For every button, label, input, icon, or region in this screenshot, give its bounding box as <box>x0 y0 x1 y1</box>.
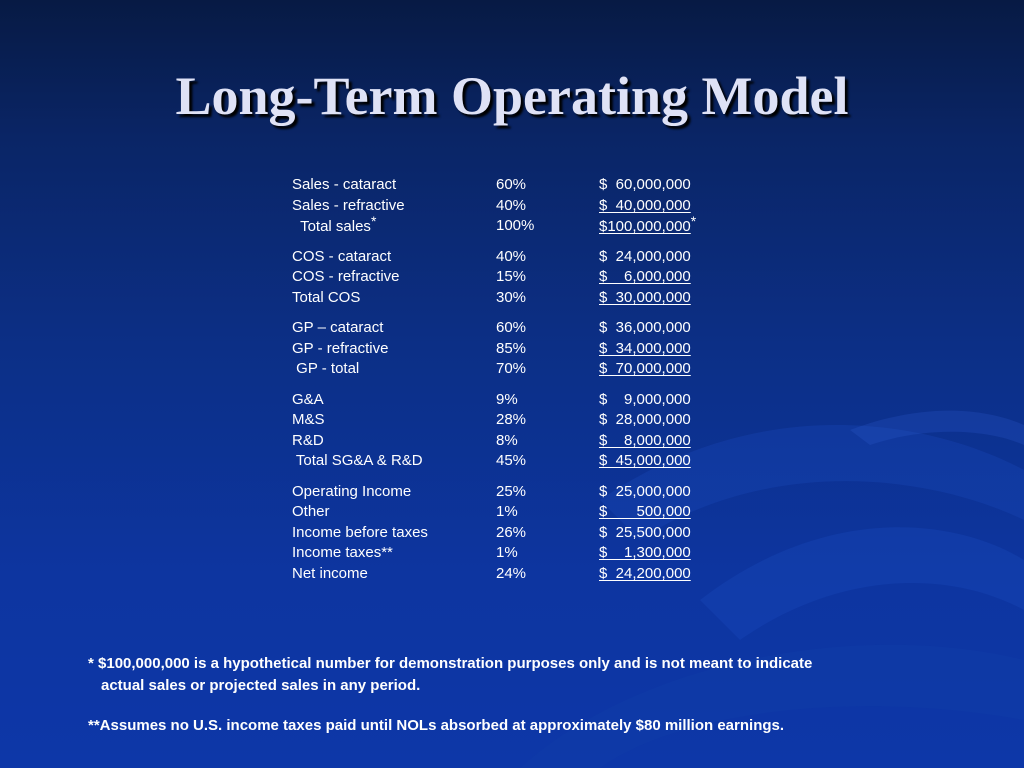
table-row: Sales - refractive 40% $ 40,000,000 <box>292 196 691 217</box>
slide-title: Long-Term Operating Model <box>175 66 849 126</box>
row-amount: $ 25,000,000 <box>599 482 691 500</box>
row-label: COS - refractive <box>292 268 400 285</box>
row-label: R&D <box>292 431 324 449</box>
table-row: Total sales* 100% $100,000,000* <box>292 213 696 237</box>
sga-rd-group: G&A 9% $ 9,000,000 M&S 28% $ 28,000,000 … <box>292 390 691 472</box>
footnote-income-taxes: **Assumes no U.S. income taxes paid unti… <box>88 717 785 734</box>
footnote-line: actual sales or projected sales in any p… <box>101 676 421 694</box>
row-amount: $ 28,000,000 <box>599 411 691 428</box>
table-row: Total SG&A & R&D 45% $ 45,000,000 <box>292 451 691 472</box>
row-label: GP - refractive <box>292 339 389 357</box>
row-percent: 40% <box>496 196 527 214</box>
row-percent: 1% <box>496 503 518 520</box>
row-amount: $ 8,000,000 <box>599 431 691 449</box>
row-label: M&S <box>292 411 325 428</box>
row-percent: 70% <box>496 360 527 377</box>
row-label: Operating Income <box>292 482 412 500</box>
row-amount: $ 500,000 <box>599 503 691 520</box>
table-row: GP - refractive 85% $ 34,000,000 <box>292 339 691 360</box>
row-amount: $ 9,000,000 <box>599 390 691 408</box>
row-label-wrap: Total sales* <box>292 213 377 238</box>
row-percent: 40% <box>496 247 527 265</box>
footnote-marker: * <box>370 213 377 229</box>
row-amount: $ 30,000,000 <box>599 288 691 306</box>
table-row: Net income 24% $ 24,200,000 <box>292 564 691 585</box>
operating-model-table: Sales - cataract 60% $ 60,000,000 Sales … <box>292 175 696 594</box>
row-amount: $ 1,300,000 <box>599 544 691 561</box>
row-percent: 28% <box>496 411 527 428</box>
table-row: GP - total 70% $ 70,000,000 <box>292 359 691 380</box>
row-percent: 60% <box>496 319 527 336</box>
row-percent: 15% <box>496 268 527 285</box>
row-percent: 8% <box>496 431 518 449</box>
row-amount: $ 6,000,000 <box>599 268 691 285</box>
row-label: Income taxes** <box>292 544 393 561</box>
row-label: Total sales <box>292 218 371 235</box>
gross-profit-group: GP – cataract 60% $ 36,000,000 GP - refr… <box>292 318 691 380</box>
row-percent: 60% <box>496 176 527 193</box>
row-amount: $ 24,200,000 <box>599 564 691 582</box>
row-percent: 26% <box>496 523 527 541</box>
row-label: Net income <box>292 564 368 582</box>
row-percent: 9% <box>496 390 518 408</box>
row-amount: $ 45,000,000 <box>599 452 691 469</box>
table-row: COS - refractive 15% $ 6,000,000 <box>292 267 691 288</box>
row-label: G&A <box>292 390 324 408</box>
row-amount: $ 25,500,000 <box>599 523 691 541</box>
table-row: R&D 8% $ 8,000,000 <box>292 431 691 452</box>
table-row: Total COS 30% $ 30,000,000 <box>292 288 691 309</box>
table-row: Income taxes** 1% $ 1,300,000 <box>292 543 691 564</box>
row-label: COS - cataract <box>292 247 392 265</box>
row-amount: $ 40,000,000 <box>599 196 691 214</box>
row-amount: $100,000,000 <box>599 218 691 235</box>
cos-group: COS - cataract 40% $ 24,000,000 COS - re… <box>292 247 691 309</box>
table-row: GP – cataract 60% $ 36,000,000 <box>292 318 691 339</box>
table-row: COS - cataract 40% $ 24,000,000 <box>292 247 691 268</box>
footnote-hypothetical-sales: * $100,000,000 is a hypothetical number … <box>88 653 812 696</box>
table-row: G&A 9% $ 9,000,000 <box>292 390 691 411</box>
row-amount: $ 34,000,000 <box>599 339 691 357</box>
row-amount: $ 36,000,000 <box>599 319 691 336</box>
income-group: Operating Income 25% $ 25,000,000 Other … <box>292 482 691 585</box>
row-label: Other <box>292 503 330 520</box>
row-label: GP – cataract <box>292 319 384 336</box>
row-amount: $ 24,000,000 <box>599 247 691 265</box>
row-amount-wrap: $100,000,000* <box>599 213 697 238</box>
table-row: Income before taxes 26% $ 25,500,000 <box>292 523 691 544</box>
table-row: Operating Income 25% $ 25,000,000 <box>292 482 691 503</box>
row-percent: 85% <box>496 339 527 357</box>
row-label: Income before taxes <box>292 523 428 541</box>
row-percent: 24% <box>496 564 527 582</box>
row-percent: 1% <box>496 544 518 561</box>
row-label: Sales - refractive <box>292 196 405 214</box>
row-percent: 25% <box>496 482 527 500</box>
table-row: Other 1% $ 500,000 <box>292 502 691 523</box>
sales-group: Sales - cataract 60% $ 60,000,000 Sales … <box>292 175 696 237</box>
row-label: Total SG&A & R&D <box>292 452 423 469</box>
table-row: M&S 28% $ 28,000,000 <box>292 410 691 431</box>
row-amount: $ 60,000,000 <box>599 176 691 193</box>
row-label: GP - total <box>292 360 360 377</box>
row-amount: $ 70,000,000 <box>599 360 691 377</box>
row-percent: 100% <box>496 217 535 234</box>
table-row: Sales - cataract 60% $ 60,000,000 <box>292 175 691 196</box>
row-label: Total COS <box>292 288 361 306</box>
footnote-marker: * <box>690 213 697 229</box>
row-label: Sales - cataract <box>292 176 397 193</box>
footnote-line: * $100,000,000 is a hypothetical number … <box>88 655 813 672</box>
row-percent: 30% <box>496 288 527 306</box>
row-percent: 45% <box>496 452 527 469</box>
